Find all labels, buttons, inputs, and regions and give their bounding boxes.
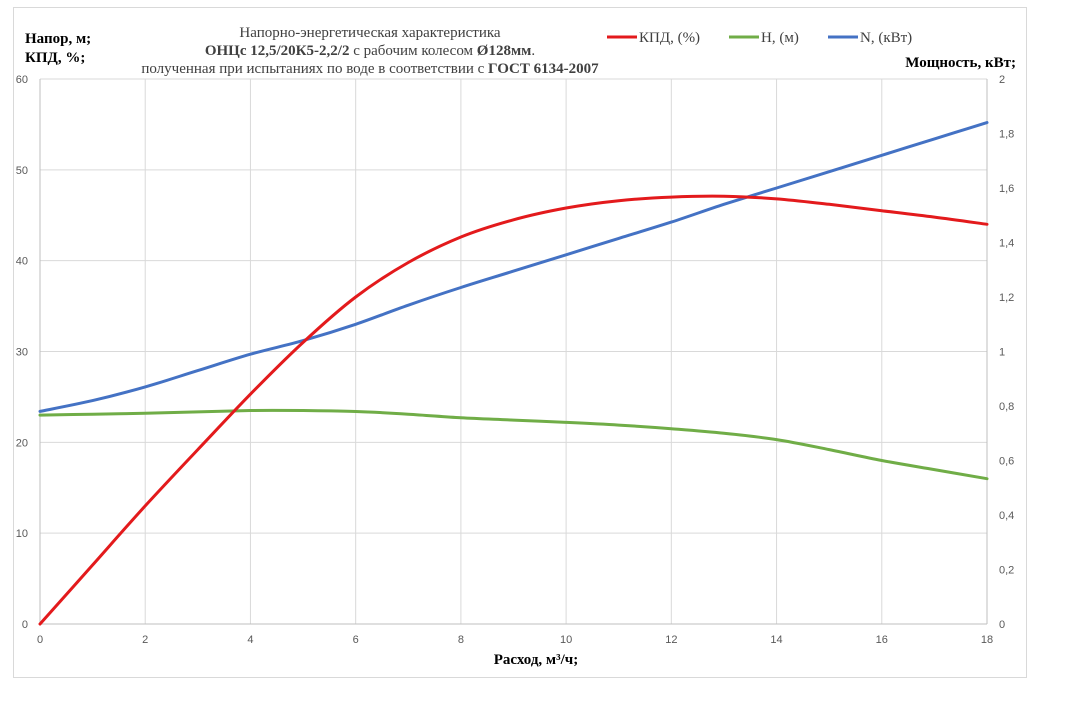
y-right-tick-label: 1,6: [999, 183, 1014, 195]
y-right-tick-label: 0,2: [999, 565, 1014, 577]
x-tick-label: 14: [770, 634, 782, 646]
y-left-axis-ticks: 0 10 20 30 40 50 60: [16, 74, 28, 631]
axes: [39, 79, 988, 625]
x-axis-label: Расход, м³/ч;: [494, 652, 579, 668]
x-tick-label: 10: [560, 634, 572, 646]
gridlines: [40, 78, 988, 624]
y-right-tick-label: 1,4: [999, 238, 1014, 250]
y-right-tick-label: 1: [999, 347, 1005, 359]
legend: КПД, (%) H, (м) N, (кВт): [607, 30, 912, 46]
y-left-tick-label: 30: [16, 347, 28, 359]
x-tick-label: 6: [353, 634, 359, 646]
chart-title-impeller: Ø128мм: [477, 43, 532, 59]
y-left-tick-label: 20: [16, 437, 28, 449]
chart-title-line3: полученная при испытаниях по воде в соот…: [141, 61, 599, 77]
chart-title-standard: ГОСТ 6134-2007: [488, 61, 599, 77]
series-line-power: [38, 121, 989, 413]
series-lines: [38, 121, 989, 626]
series-line-kpd: [38, 194, 989, 626]
legend-label-kpd: КПД, (%): [639, 30, 700, 46]
x-axis-ticks: 0 2 4 6 8 10 12 14 16 18: [37, 634, 993, 646]
y-left-tick-label: 50: [16, 165, 28, 177]
x-tick-label: 8: [458, 634, 464, 646]
legend-label-head: H, (м): [761, 30, 799, 46]
y-right-label: Мощность, кВт;: [905, 55, 1016, 71]
y-left-tick-label: 40: [16, 256, 28, 268]
y-right-tick-label: 0,8: [999, 401, 1014, 413]
y-left-label-1: Напор, м;: [25, 31, 91, 47]
series-line-head: [38, 408, 989, 481]
y-left-label-2: КПД, %;: [25, 50, 85, 66]
y-right-tick-label: 1,2: [999, 292, 1014, 304]
x-tick-label: 2: [142, 634, 148, 646]
chart-title-line3-text: полученная при испытаниях по воде в соот…: [141, 61, 488, 77]
y-right-tick-label: 0,4: [999, 510, 1014, 522]
x-tick-label: 16: [876, 634, 888, 646]
chart-frame: [13, 7, 1027, 678]
chart-title-line2: ОНЦс 12,5/20К5-2,2/2 с рабочим колесом Ø…: [205, 43, 535, 59]
y-left-tick-label: 0: [22, 619, 28, 631]
y-right-tick-label: 0,6: [999, 456, 1014, 468]
chart-title-model: ОНЦс 12,5/20К5-2,2/2: [205, 43, 350, 59]
legend-label-power: N, (кВт): [860, 30, 912, 46]
x-tick-label: 0: [37, 634, 43, 646]
x-tick-label: 12: [665, 634, 677, 646]
y-right-tick-label: 2: [999, 74, 1005, 86]
y-right-tick-label: 1,8: [999, 129, 1014, 141]
y-left-tick-label: 60: [16, 74, 28, 86]
y-right-axis-ticks: 0 0,2 0,4 0,6 0,8 1 1,2 1,4 1,6 1,8 2: [999, 74, 1014, 631]
chart-title-line1: Напорно-энергетическая характеристика: [239, 25, 501, 41]
x-tick-label: 18: [981, 634, 993, 646]
y-left-tick-label: 10: [16, 528, 28, 540]
chart-title-dot: .: [531, 43, 535, 59]
chart-title-mid: с рабочим колесом: [349, 43, 476, 59]
y-right-tick-label: 0: [999, 619, 1005, 631]
x-tick-label: 4: [247, 634, 253, 646]
